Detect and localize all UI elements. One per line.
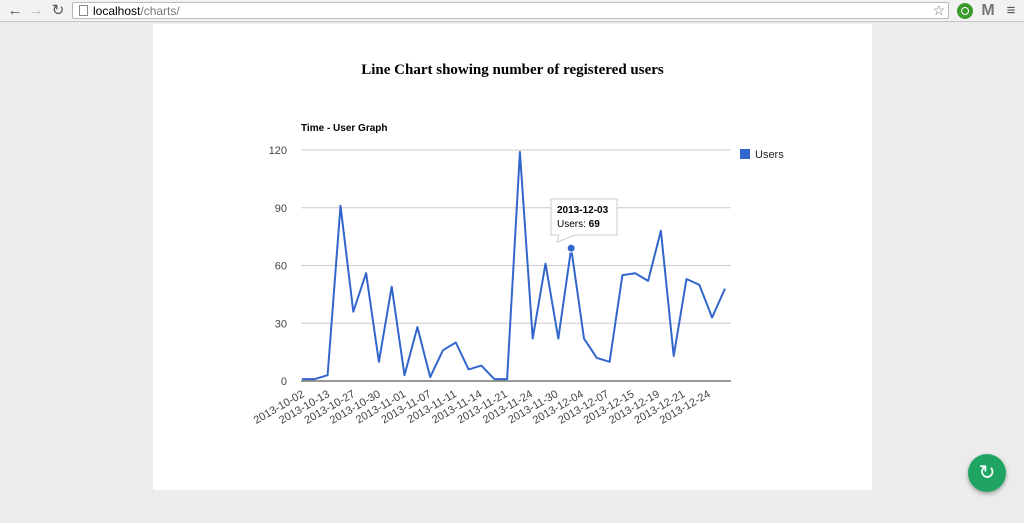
url-host: localhost — [93, 4, 141, 18]
highlight-point — [566, 243, 576, 253]
legend-swatch-users — [740, 149, 750, 159]
y-tick-label: 0 — [281, 376, 287, 388]
y-tick-label: 30 — [275, 318, 287, 330]
y-tick-label: 120 — [269, 145, 287, 157]
reload-icon[interactable]: ↻ — [51, 2, 65, 19]
url-text: localhost/charts/ — [93, 4, 180, 18]
line-chart: Time - User Graph03060901202013-10-02201… — [252, 123, 784, 427]
tooltip-title: 2013-12-03 — [557, 205, 609, 216]
star-icon[interactable]: ☆ — [932, 2, 945, 18]
chart-card: Line Chart showing number of registered … — [153, 24, 872, 490]
browser-toolbar: ← → ↻ localhost/charts/ ☆ M ≡ — [0, 0, 1024, 22]
url-path: /charts/ — [140, 4, 180, 18]
extension-icon[interactable] — [957, 3, 973, 19]
y-tick-label: 90 — [275, 203, 287, 215]
forward-arrow-icon[interactable]: → — [28, 2, 44, 19]
sync-button[interactable]: ↻ — [968, 454, 1006, 492]
address-bar[interactable]: localhost/charts/ ☆ — [72, 2, 949, 19]
sync-icon: ↻ — [978, 462, 996, 484]
y-tick-label: 60 — [275, 261, 287, 273]
legend-label-users: Users — [755, 149, 784, 161]
mail-icon[interactable]: M — [981, 2, 995, 19]
tooltip-label: Users: 69 — [557, 219, 600, 230]
back-arrow-icon[interactable]: ← — [7, 2, 23, 19]
chart-title: Time - User Graph — [301, 123, 388, 134]
page-title: Line Chart showing number of registered … — [361, 62, 664, 78]
tooltip-box — [550, 198, 618, 244]
series-line-users — [302, 150, 726, 381]
hamburger-menu-icon[interactable]: ≡ — [1006, 2, 1016, 19]
page-icon — [79, 5, 88, 16]
tooltip-value: 69 — [589, 219, 601, 230]
